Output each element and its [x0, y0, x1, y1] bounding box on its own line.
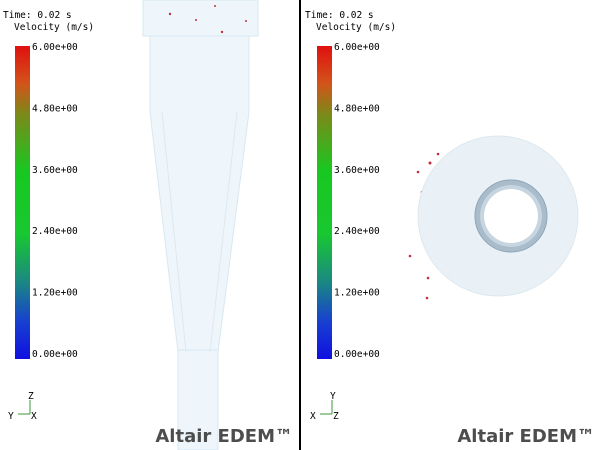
axis-label: X	[31, 411, 37, 422]
scale-label: 6.00e+00	[334, 42, 380, 53]
color-bar	[317, 46, 332, 359]
scale-label: 3.60e+00	[32, 165, 78, 176]
scale-label: 6.00e+00	[32, 42, 78, 53]
scale-label: 4.80e+00	[334, 103, 380, 114]
cyclone-side-view	[142, 0, 259, 450]
scale-label: 0.00e+00	[32, 349, 78, 360]
axis-label: Z	[28, 391, 34, 402]
scale-label: 1.20e+00	[334, 288, 380, 299]
scale-label: 2.40e+00	[32, 226, 78, 237]
scale-label: 3.60e+00	[334, 165, 380, 176]
scale-label: 1.20e+00	[32, 288, 78, 299]
time-label: Time: 0.02 s	[3, 10, 72, 21]
logo: Altair EDEM™	[155, 426, 293, 447]
axis-label: X	[310, 411, 316, 422]
logo: Altair EDEM™	[457, 426, 595, 447]
time-label: Time: 0.02 s	[305, 10, 374, 21]
scale-label: 0.00e+00	[334, 349, 380, 360]
scale-label: 2.40e+00	[334, 226, 380, 237]
axis-label: Z	[333, 411, 339, 422]
axis-label: Y	[330, 391, 336, 402]
legend-title: Velocity (m/s)	[316, 22, 396, 33]
axis-label: Y	[8, 411, 14, 422]
cyclone-top-view	[417, 135, 579, 297]
color-bar	[15, 46, 30, 359]
scale-label: 4.80e+00	[32, 103, 78, 114]
legend-title: Velocity (m/s)	[14, 22, 94, 33]
